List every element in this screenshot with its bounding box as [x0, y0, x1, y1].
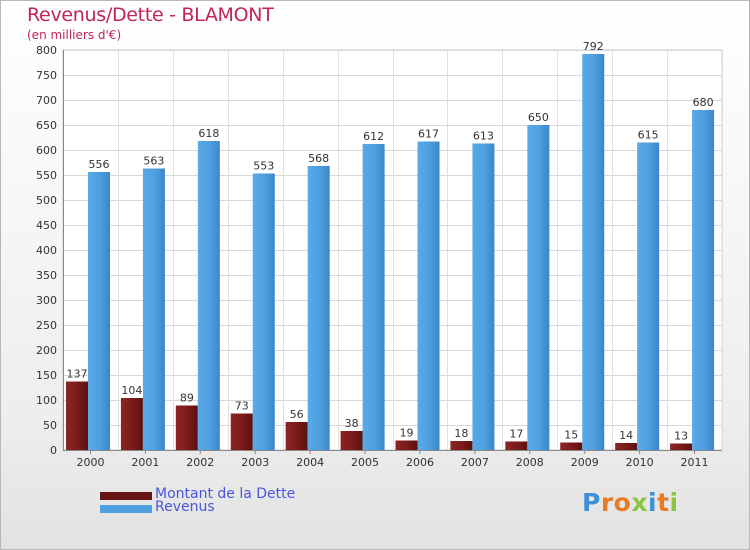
bar-revenue	[472, 143, 495, 450]
legend-swatch-debt	[100, 492, 152, 500]
y-tick-label: 100	[36, 394, 57, 407]
y-tick-label: 150	[36, 369, 57, 382]
data-label-debt: 38	[345, 417, 359, 430]
data-label-debt: 18	[454, 427, 468, 440]
bar-revenue	[307, 166, 330, 450]
bar-revenue	[637, 142, 660, 450]
x-tick-label: 2004	[296, 456, 324, 469]
y-tick-label: 250	[36, 319, 57, 332]
data-label-debt: 13	[674, 430, 688, 443]
bar-revenue	[582, 54, 605, 450]
data-label-revenue: 563	[143, 155, 164, 168]
data-label-revenue: 680	[693, 96, 714, 109]
bar-debt	[395, 440, 418, 450]
y-tick-label: 350	[36, 269, 57, 282]
bar-revenue	[252, 173, 275, 450]
data-label-debt: 15	[564, 429, 578, 442]
logo-letter: o	[613, 488, 632, 517]
logo-letter: P	[582, 488, 601, 517]
chart-subtitle: (en milliers d'€)	[27, 28, 122, 42]
y-tick-label: 800	[36, 44, 57, 57]
bar-revenue	[197, 141, 220, 450]
bar-debt	[285, 422, 308, 450]
y-tick-label: 600	[36, 144, 57, 157]
data-label-debt: 104	[121, 384, 142, 397]
y-tick-label: 700	[36, 94, 57, 107]
data-label-debt: 14	[619, 429, 633, 442]
y-tick-label: 0	[50, 444, 57, 457]
bar-debt	[120, 398, 143, 450]
data-label-revenue: 613	[473, 130, 494, 143]
bar-debt	[175, 405, 198, 450]
data-label-revenue: 553	[253, 160, 274, 173]
logo-letter: i	[669, 488, 679, 517]
data-label-revenue: 612	[363, 130, 384, 143]
logo-letter: r	[600, 488, 614, 517]
y-tick-label: 200	[36, 344, 57, 357]
data-label-revenue: 568	[308, 152, 329, 165]
logo-letter: t	[657, 488, 670, 517]
data-label-revenue: 792	[583, 40, 604, 53]
data-label-revenue: 650	[528, 111, 549, 124]
bar-debt	[340, 431, 363, 450]
y-tick-label: 450	[36, 219, 57, 232]
bar-revenue	[142, 168, 165, 450]
data-label-revenue: 556	[89, 158, 110, 171]
data-label-debt: 19	[400, 427, 414, 440]
data-label-debt: 73	[235, 400, 249, 413]
data-label-debt: 17	[509, 428, 523, 441]
x-tick-label: 2003	[241, 456, 269, 469]
data-label-revenue: 617	[418, 128, 439, 141]
chart-title: Revenus/Dette - BLAMONT	[27, 4, 274, 26]
x-tick-label: 2008	[516, 456, 544, 469]
data-label-debt: 56	[290, 408, 304, 421]
bar-debt	[450, 441, 473, 450]
bar-debt	[66, 381, 88, 450]
x-tick-label: 2007	[461, 456, 489, 469]
bar-debt	[230, 413, 253, 450]
x-tick-label: 2010	[626, 456, 654, 469]
legend-label-revenue: Revenus	[155, 499, 215, 515]
x-tick-label: 2006	[406, 456, 434, 469]
bar-debt	[505, 441, 528, 450]
data-label-revenue: 615	[638, 129, 659, 142]
x-tick-label: 2005	[351, 456, 379, 469]
logo-letter: i	[648, 488, 658, 517]
y-tick-label: 550	[36, 169, 57, 182]
y-tick-label: 300	[36, 294, 57, 307]
data-label-debt: 137	[67, 368, 88, 381]
x-tick-label: 2001	[131, 456, 159, 469]
bar-revenue	[692, 110, 715, 450]
y-tick-label: 750	[36, 69, 57, 82]
x-tick-label: 2000	[76, 456, 104, 469]
bar-debt	[670, 443, 693, 450]
legend-swatch-revenue	[100, 505, 152, 513]
y-tick-label: 500	[36, 194, 57, 207]
data-label-revenue: 618	[198, 127, 219, 140]
bar-revenue	[417, 141, 440, 450]
x-tick-label: 2009	[571, 456, 599, 469]
bar-debt	[615, 443, 638, 450]
legend-label-debt: Montant de la Dette	[155, 486, 296, 502]
bar-debt	[560, 442, 583, 450]
y-tick-label: 650	[36, 119, 57, 132]
bar-revenue	[362, 144, 385, 450]
y-tick-label: 400	[36, 244, 57, 257]
data-label-debt: 89	[180, 392, 194, 405]
x-tick-label: 2002	[186, 456, 214, 469]
logo-letter: x	[631, 488, 648, 517]
bar-revenue	[88, 172, 110, 450]
x-tick-label: 2011	[681, 456, 709, 469]
bar-revenue	[527, 125, 550, 450]
proxiti-logo: Proxiti	[582, 488, 679, 517]
y-tick-label: 50	[43, 419, 57, 432]
